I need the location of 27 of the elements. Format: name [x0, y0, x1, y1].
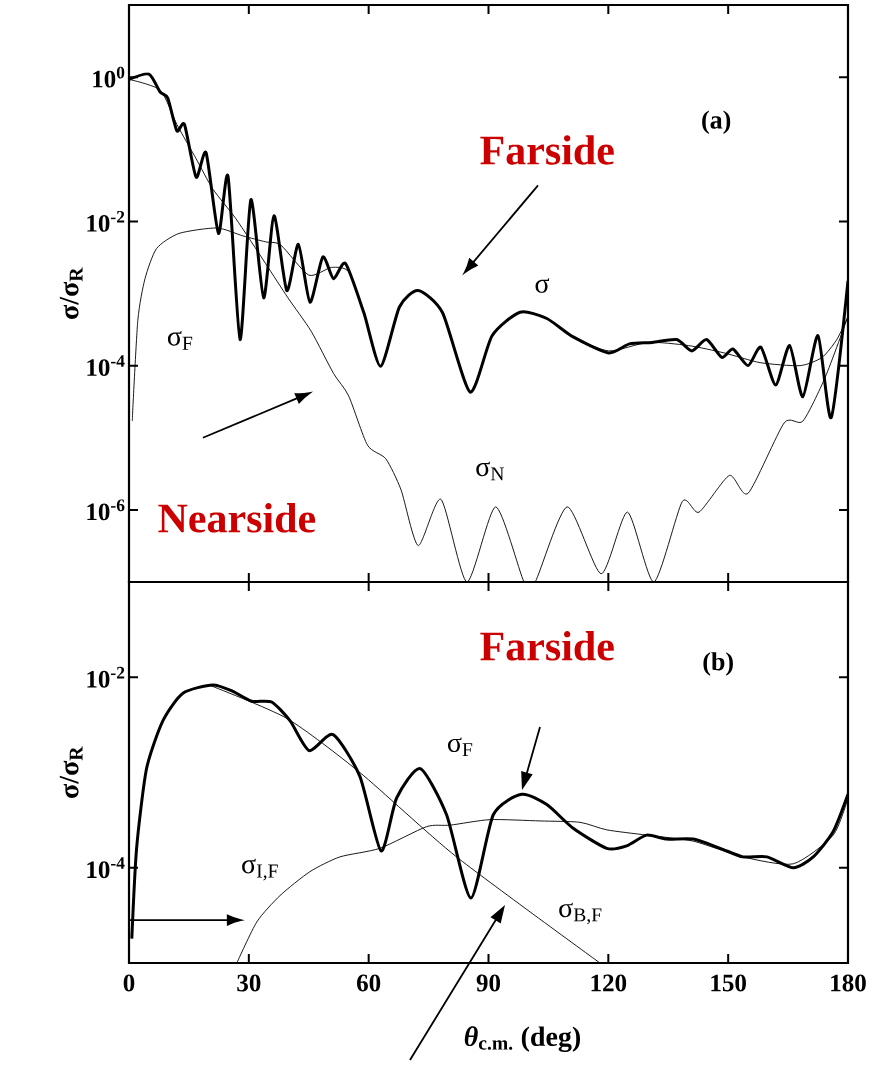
series-label: σ$_{N}$: [476, 461, 505, 481]
annotation: (a): [702, 110, 731, 134]
series-label: σ$_{B,F}$: [559, 902, 602, 925]
y-tick-label: 10$^{-4}$: [87, 355, 125, 377]
x-tick-label: 180: [831, 974, 866, 992]
y-tick-label: 10$^{-2}$: [87, 210, 125, 232]
y-tick-label: 10$^{-4}$: [87, 857, 125, 879]
annotation: (b): [703, 652, 733, 676]
y-axis-title: σ/σ$_{R}$: [59, 267, 83, 319]
y-tick-label: 10$^{0}$: [93, 66, 125, 88]
series-label: σ$_{I,F}$: [242, 858, 278, 881]
annotation: Farside: [480, 135, 614, 165]
y-axis-title: σ/σ$_{R}$: [59, 746, 83, 798]
x-tick-label: 60: [357, 974, 381, 992]
x-axis-title: θ$_{c.m.}$ (deg): [464, 1026, 581, 1053]
x-tick-label: 30: [237, 974, 261, 992]
series-label: σ: [535, 278, 550, 293]
x-tick-label: 150: [711, 974, 746, 992]
series-label: σ$_{F}$: [167, 331, 193, 350]
y-tick-label: 10$^{-2}$: [87, 666, 125, 688]
annotation: Farside: [480, 631, 614, 661]
x-tick-label: 90: [476, 974, 501, 992]
legend-label: σ$_{F}$: [447, 737, 473, 757]
y-tick-label: 10$^{-6}$: [87, 499, 125, 521]
x-tick-label: 120: [591, 974, 627, 992]
x-tick-label: 0: [123, 974, 135, 992]
annotation: Nearside: [158, 503, 316, 533]
